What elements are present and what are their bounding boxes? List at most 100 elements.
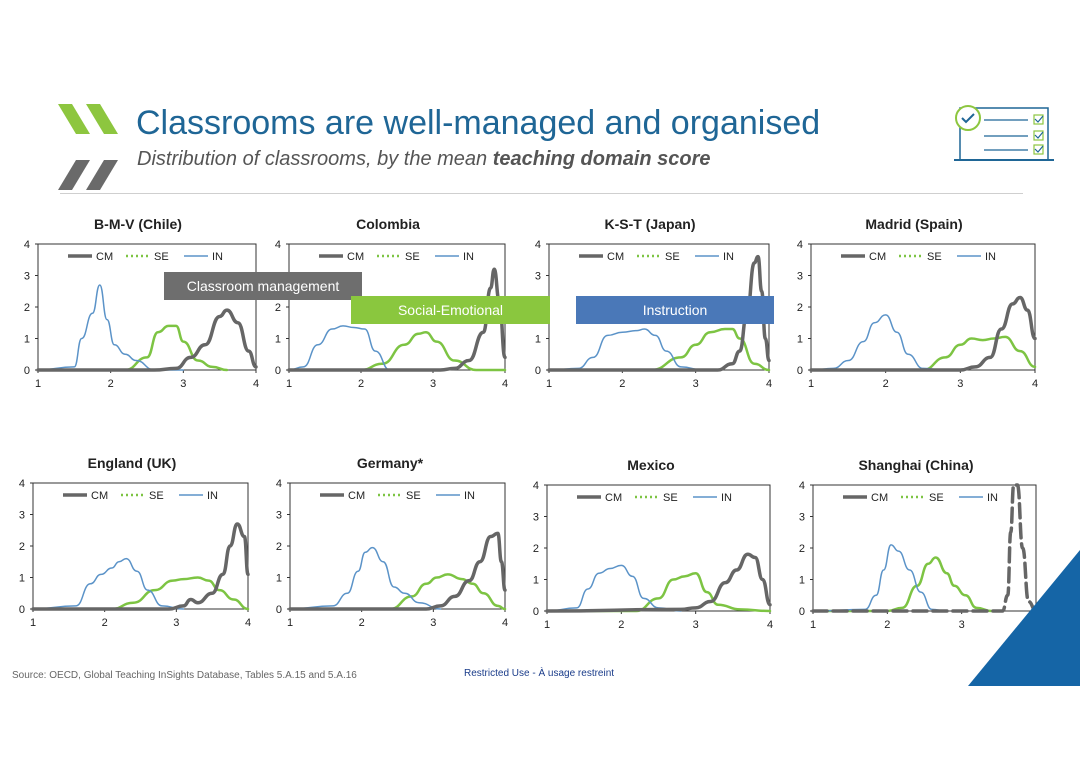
legend-label-cm: CM: [348, 490, 365, 502]
series-line-se: [31, 576, 250, 611]
series-line-cm: [288, 531, 507, 611]
chevron-logo-icon: [58, 104, 118, 190]
series-line-in: [546, 564, 682, 612]
slide-subtitle: Distribution of classrooms, by the mean …: [137, 148, 711, 171]
x-tick-label: 2: [108, 378, 114, 390]
subtitle-bold: teaching domain score: [492, 148, 711, 170]
x-tick-label: 4: [245, 617, 251, 629]
y-tick-label: 2: [24, 302, 30, 314]
x-tick-label: 3: [957, 378, 963, 390]
y-tick-label: 2: [533, 543, 539, 555]
y-tick-label: 0: [19, 604, 25, 616]
y-tick-label: 1: [797, 334, 803, 346]
y-tick-label: 0: [797, 365, 803, 377]
x-tick-label: 2: [883, 378, 889, 390]
chart-title: Mexico: [627, 457, 675, 473]
series-line-cm: [31, 522, 250, 611]
plot-frame: [810, 243, 1036, 371]
x-tick-label: 3: [430, 617, 436, 629]
legend-label-cm: CM: [871, 492, 888, 504]
plot-frame: [546, 484, 771, 612]
y-tick-label: 2: [799, 543, 805, 555]
x-tick-label: 3: [959, 619, 965, 631]
series-line-in: [37, 284, 185, 371]
legend-label-in: IN: [463, 251, 474, 263]
series-line-se: [545, 571, 772, 613]
legend-label-in: IN: [464, 490, 475, 502]
series-line-in: [812, 544, 948, 612]
title-divider: [60, 193, 1023, 194]
x-tick-label: 1: [546, 378, 552, 390]
x-tick-label: 1: [287, 617, 293, 629]
x-tick-label: 4: [502, 378, 508, 390]
series-line-se: [288, 573, 507, 611]
y-tick-label: 4: [275, 239, 281, 251]
chart-title: Colombia: [356, 216, 420, 232]
legend-label-se: SE: [405, 251, 420, 263]
x-tick-label: 3: [693, 378, 699, 390]
x-tick-label: 2: [618, 619, 624, 631]
x-tick-label: 3: [430, 378, 436, 390]
legend-label-cm: CM: [96, 251, 113, 263]
x-tick-label: 1: [544, 619, 550, 631]
y-tick-label: 1: [19, 573, 25, 585]
x-tick-label: 1: [808, 378, 814, 390]
x-tick-label: 2: [358, 378, 364, 390]
y-tick-label: 3: [24, 271, 30, 283]
legend-label-cm: CM: [607, 251, 624, 263]
y-tick-label: 0: [24, 365, 30, 377]
series-line-in: [548, 328, 704, 371]
x-tick-label: 2: [102, 617, 108, 629]
legend-label-in: IN: [985, 251, 996, 263]
x-tick-label: 1: [30, 617, 36, 629]
y-tick-label: 1: [799, 575, 805, 587]
y-tick-label: 1: [275, 334, 281, 346]
y-tick-label: 1: [533, 575, 539, 587]
x-tick-label: 1: [286, 378, 292, 390]
y-tick-label: 0: [535, 365, 541, 377]
y-tick-label: 0: [276, 604, 282, 616]
subtitle-prefix: Distribution of classrooms, by the mean: [137, 148, 493, 170]
legend-label-in: IN: [212, 251, 223, 263]
x-tick-label: 4: [253, 378, 259, 390]
corner-triangle-decoration: [968, 550, 1080, 686]
y-tick-label: 0: [799, 606, 805, 618]
legend-label-in: IN: [721, 492, 732, 504]
checklist-icon: [954, 105, 1054, 161]
chart-title: B-M-V (Chile): [94, 216, 182, 232]
y-tick-label: 3: [797, 271, 803, 283]
series-line-in: [288, 325, 434, 371]
series-line-cm: [545, 552, 772, 613]
legend-label-cm: CM: [91, 490, 108, 502]
series-line-se: [36, 324, 229, 372]
x-tick-label: 1: [810, 619, 816, 631]
series-line-se: [811, 556, 993, 613]
chart-title: K-S-T (Japan): [604, 216, 696, 232]
legend-label-in: IN: [723, 251, 734, 263]
y-tick-label: 3: [19, 510, 25, 522]
y-tick-label: 4: [19, 478, 25, 490]
y-tick-label: 4: [276, 478, 282, 490]
series-line-se: [809, 335, 1037, 372]
chart-title: Shanghai (China): [858, 457, 974, 473]
x-tick-label: 4: [502, 617, 508, 629]
x-tick-label: 3: [693, 619, 699, 631]
y-tick-label: 3: [535, 271, 541, 283]
plot-frame: [37, 243, 257, 371]
series-line-in: [32, 557, 185, 610]
x-tick-label: 4: [767, 619, 773, 631]
callout-instruction: Instruction: [576, 296, 774, 324]
y-tick-label: 4: [535, 239, 541, 251]
x-tick-label: 3: [173, 617, 179, 629]
x-tick-label: 2: [884, 619, 890, 631]
series-line-in: [289, 546, 442, 610]
y-tick-label: 4: [799, 480, 805, 492]
series-line-se: [547, 327, 771, 372]
legend-label-in: IN: [987, 492, 998, 504]
callout-classroom-management: Classroom management: [164, 272, 362, 300]
restricted-label: Restricted Use - À usage restreint: [464, 668, 615, 679]
x-tick-label: 4: [1032, 378, 1038, 390]
slide-title: Classrooms are well-managed and organise…: [136, 104, 821, 142]
